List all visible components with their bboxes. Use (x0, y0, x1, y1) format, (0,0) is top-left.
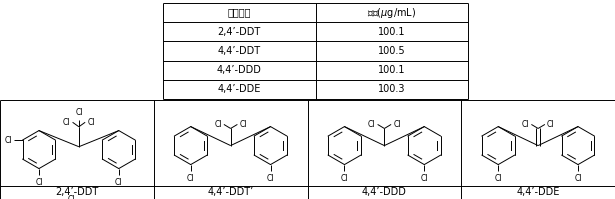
Text: Cl: Cl (215, 120, 222, 129)
Text: 4,4’-DDE: 4,4’-DDE (218, 84, 261, 94)
Text: Cl: Cl (187, 174, 194, 183)
Text: 100.5: 100.5 (378, 46, 405, 56)
Text: 100.3: 100.3 (378, 84, 405, 94)
Text: Cl: Cl (75, 108, 82, 117)
Text: 2,4’-DDT: 2,4’-DDT (218, 27, 261, 37)
Text: 분석물질: 분석물질 (228, 8, 251, 18)
Text: 4,4’-DDT’: 4,4’-DDT’ (207, 187, 254, 197)
Text: Cl: Cl (522, 120, 530, 129)
Text: 농도($\mu$g/mL): 농도($\mu$g/mL) (367, 6, 416, 20)
Text: Cl: Cl (68, 194, 75, 199)
Text: 4,4’-DDE: 4,4’-DDE (517, 187, 560, 197)
Text: Cl: Cl (63, 118, 71, 127)
Text: Cl: Cl (393, 120, 400, 129)
Text: 100.1: 100.1 (378, 65, 405, 75)
Text: Cl: Cl (368, 120, 376, 129)
Text: Cl: Cl (547, 120, 554, 129)
Text: 4,4’-DDD: 4,4’-DDD (362, 187, 407, 197)
Text: 2,4’-DDT: 2,4’-DDT (55, 187, 98, 197)
Text: 4,4’-DDT: 4,4’-DDT (218, 46, 261, 56)
Text: Cl: Cl (5, 136, 12, 144)
Text: Cl: Cl (421, 174, 428, 183)
Text: Cl: Cl (115, 178, 122, 187)
Text: Cl: Cl (87, 118, 95, 127)
Text: Cl: Cl (35, 178, 42, 187)
Text: Cl: Cl (239, 120, 247, 129)
Text: Cl: Cl (574, 174, 582, 183)
Text: Cl: Cl (267, 174, 274, 183)
Text: 4,4’-DDD: 4,4’-DDD (217, 65, 262, 75)
Text: 100.1: 100.1 (378, 27, 405, 37)
Text: Cl: Cl (341, 174, 348, 183)
Text: Cl: Cl (494, 174, 502, 183)
